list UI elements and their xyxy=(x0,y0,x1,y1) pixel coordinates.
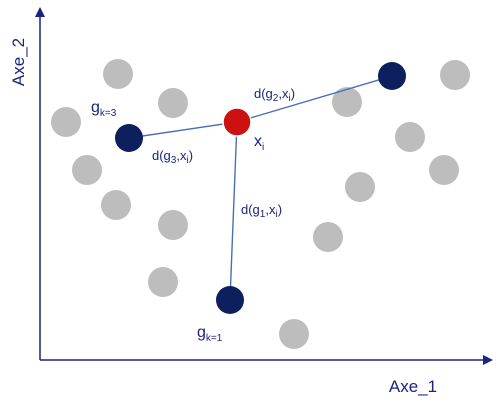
data-point xyxy=(101,190,131,220)
distance-label-1: d(g1,xi) xyxy=(241,202,282,220)
centroid-k2 xyxy=(378,62,406,90)
centroid-3-label: gk=3 xyxy=(91,99,117,119)
x-axis-title: Axe_1 xyxy=(389,377,437,396)
data-point xyxy=(395,122,425,152)
data-points xyxy=(51,59,470,349)
data-point xyxy=(158,88,188,118)
distance-label-2: d(g2,xi) xyxy=(254,86,295,104)
highlighted-point xyxy=(222,107,252,137)
centroid-k1 xyxy=(216,286,244,314)
distance-label-3: d(g3,xi) xyxy=(152,148,193,166)
data-point xyxy=(279,319,309,349)
data-point xyxy=(72,155,102,185)
data-point xyxy=(313,222,343,252)
data-point xyxy=(440,60,470,90)
data-point xyxy=(51,107,81,137)
distance-line-1 xyxy=(229,121,238,301)
data-point xyxy=(332,87,362,117)
distance-lines xyxy=(128,75,393,301)
y-axis-title: Axe_2 xyxy=(9,38,28,86)
centroid-k3 xyxy=(115,124,143,152)
data-point xyxy=(158,210,188,240)
centroid-1-label: gk=1 xyxy=(197,324,223,344)
point-label: xi xyxy=(254,133,264,153)
distance-line-3 xyxy=(128,121,238,139)
data-point xyxy=(429,155,459,185)
data-point xyxy=(103,59,133,89)
data-point xyxy=(148,267,178,297)
distance-line-2 xyxy=(236,75,393,123)
data-point xyxy=(345,172,375,202)
